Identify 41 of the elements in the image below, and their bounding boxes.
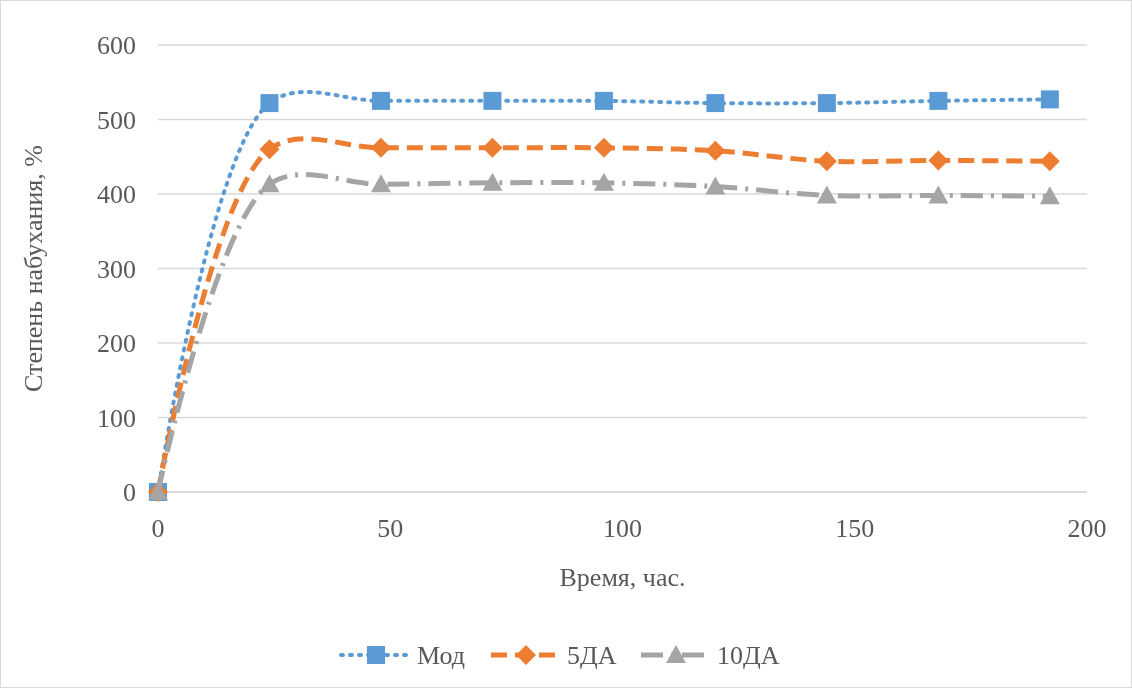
legend-label: 5ДА [567,641,617,671]
point [260,94,279,113]
point [482,137,503,158]
point [1039,151,1060,172]
point [259,174,280,193]
y-tick-label: 400 [97,180,136,210]
point [816,185,837,204]
legend-label: Мод [417,641,465,671]
y-tick-label: 100 [97,403,136,433]
point [705,140,726,161]
point [1039,186,1060,205]
y-tick-label: 0 [123,478,136,508]
point [370,137,391,158]
point [593,137,614,158]
point [705,176,726,195]
point [593,172,614,191]
x-tick-label: 100 [603,514,642,543]
x-tick-label: 0 [151,514,165,543]
legend-label: 10ДА [717,641,780,671]
point [594,91,613,110]
point [928,150,949,171]
point [816,151,837,172]
x-tick-label: 150 [835,514,875,543]
y-tick-label: 200 [97,329,136,359]
x-tick-label: 50 [377,514,404,543]
point [929,91,948,110]
point [371,91,390,110]
point [706,94,725,113]
y-tick-label: 300 [97,254,136,284]
point [482,172,503,191]
y-axis-title: Степень набухания, % [19,145,48,392]
point [817,94,836,113]
point [370,174,391,193]
point [483,91,502,110]
point [1040,90,1059,109]
y-tick-label: 500 [97,105,136,135]
x-axis-title: Время, час. [559,563,686,592]
point [928,185,949,204]
x-tick-label: 200 [1067,514,1107,543]
y-tick-label: 600 [97,31,136,61]
point [259,139,280,160]
